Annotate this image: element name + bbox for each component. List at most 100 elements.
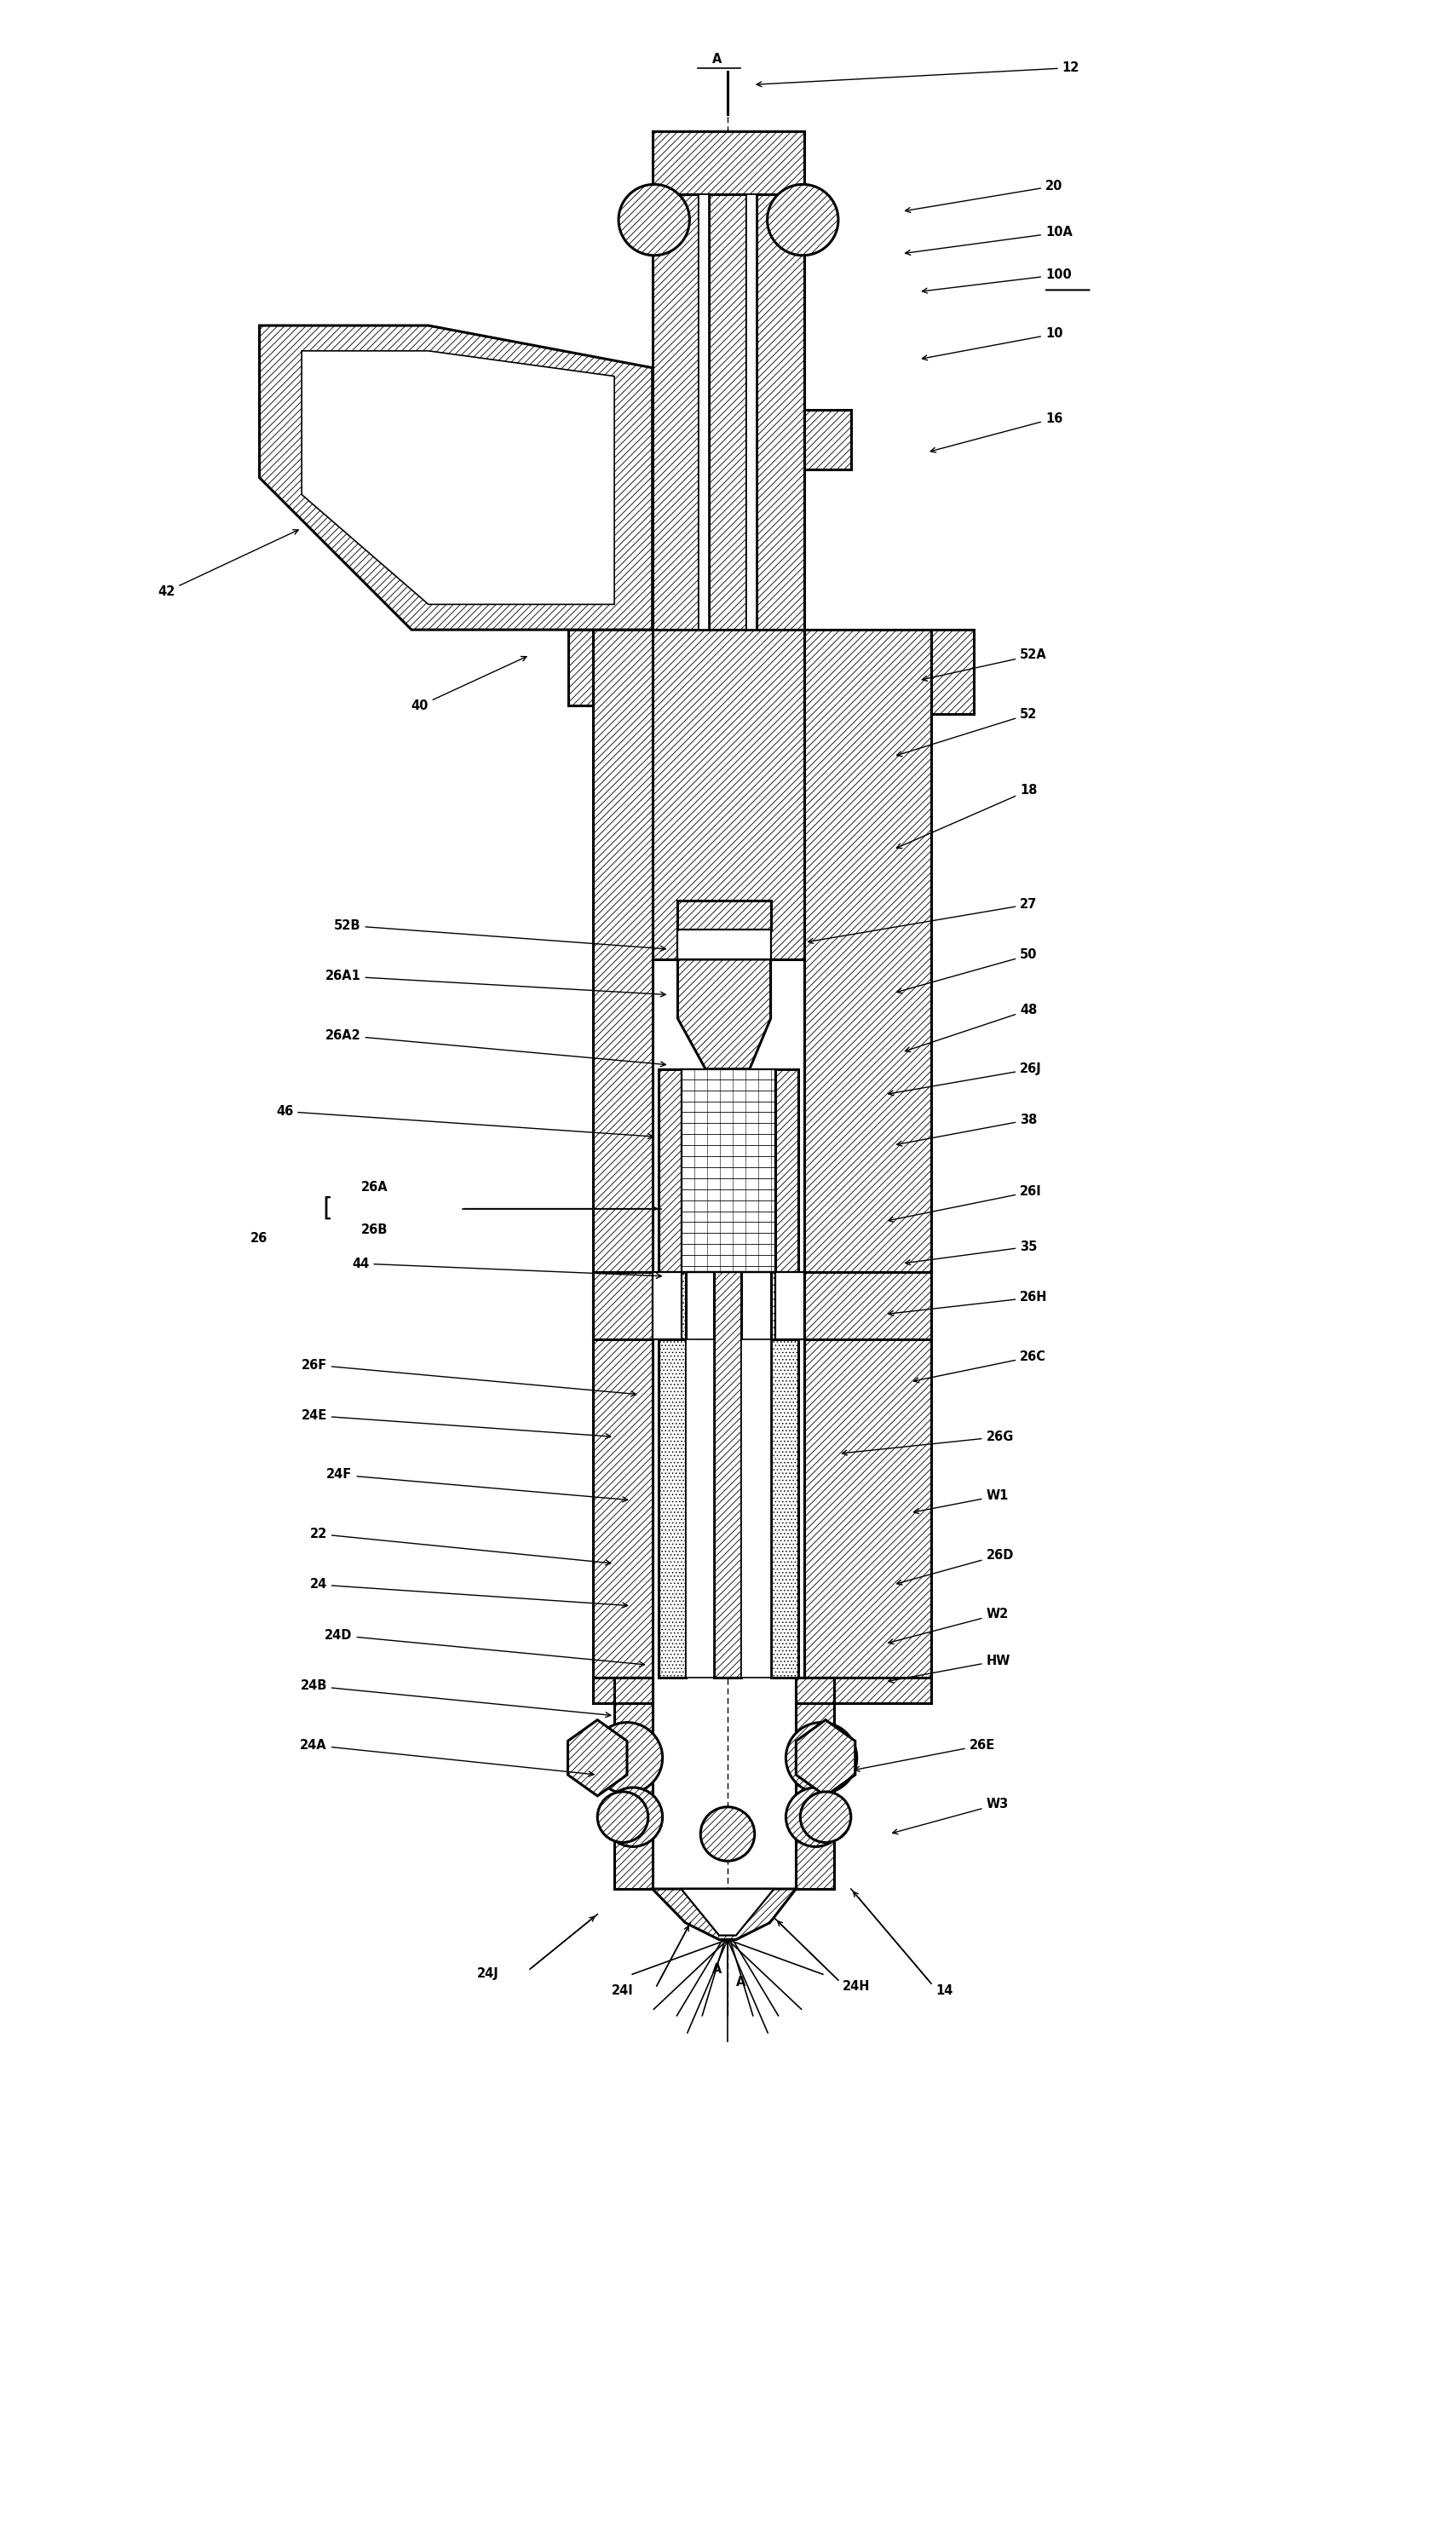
Text: 26E: 26E bbox=[855, 1738, 994, 1771]
Text: 44: 44 bbox=[352, 1256, 661, 1279]
Polygon shape bbox=[796, 1720, 855, 1796]
Text: 26F: 26F bbox=[301, 1358, 636, 1396]
Text: 52B: 52B bbox=[333, 919, 665, 950]
Polygon shape bbox=[614, 1677, 652, 1890]
Polygon shape bbox=[686, 1340, 713, 1677]
Polygon shape bbox=[652, 195, 699, 631]
Text: 26A1: 26A1 bbox=[325, 970, 665, 998]
Polygon shape bbox=[652, 631, 805, 960]
Polygon shape bbox=[770, 1272, 798, 1340]
Polygon shape bbox=[593, 1272, 652, 1340]
Text: 16: 16 bbox=[930, 413, 1063, 453]
Polygon shape bbox=[745, 195, 756, 631]
Text: 52: 52 bbox=[897, 707, 1037, 757]
Polygon shape bbox=[796, 1677, 932, 1702]
Text: 38: 38 bbox=[897, 1115, 1037, 1145]
Text: A: A bbox=[737, 1976, 745, 1988]
Circle shape bbox=[767, 185, 839, 256]
Polygon shape bbox=[932, 631, 974, 714]
Polygon shape bbox=[706, 1069, 750, 1170]
Circle shape bbox=[603, 1788, 662, 1847]
Text: A: A bbox=[712, 53, 722, 66]
Text: 24: 24 bbox=[310, 1578, 628, 1608]
Text: HW: HW bbox=[888, 1654, 1010, 1682]
Polygon shape bbox=[709, 195, 745, 960]
Polygon shape bbox=[568, 631, 593, 707]
Polygon shape bbox=[568, 1720, 628, 1796]
Text: 12: 12 bbox=[757, 61, 1079, 86]
Polygon shape bbox=[658, 1272, 686, 1340]
Text: 48: 48 bbox=[906, 1003, 1037, 1051]
Text: 42: 42 bbox=[157, 529, 298, 598]
Text: 100: 100 bbox=[922, 268, 1072, 294]
Text: 24A: 24A bbox=[300, 1738, 594, 1776]
Text: W3: W3 bbox=[893, 1798, 1009, 1834]
Circle shape bbox=[619, 185, 690, 256]
Text: 10A: 10A bbox=[906, 225, 1073, 256]
Polygon shape bbox=[805, 410, 850, 469]
Text: 24I: 24I bbox=[612, 1983, 633, 1996]
Text: 24E: 24E bbox=[301, 1408, 610, 1439]
Text: 24B: 24B bbox=[300, 1679, 610, 1717]
Polygon shape bbox=[652, 1272, 681, 1340]
Polygon shape bbox=[756, 195, 805, 631]
Text: 26D: 26D bbox=[897, 1548, 1013, 1586]
Polygon shape bbox=[699, 195, 709, 631]
Polygon shape bbox=[770, 1340, 798, 1677]
Polygon shape bbox=[713, 1170, 741, 1677]
Text: 26J: 26J bbox=[888, 1064, 1042, 1094]
Polygon shape bbox=[796, 1677, 834, 1702]
Polygon shape bbox=[677, 960, 770, 1069]
Text: 20: 20 bbox=[906, 180, 1063, 213]
Polygon shape bbox=[681, 1069, 775, 1272]
Polygon shape bbox=[658, 1069, 681, 1272]
Text: 24D: 24D bbox=[325, 1629, 645, 1667]
Polygon shape bbox=[301, 352, 614, 605]
Polygon shape bbox=[805, 631, 932, 1677]
Polygon shape bbox=[775, 1069, 798, 1272]
Text: 26H: 26H bbox=[888, 1292, 1048, 1315]
Polygon shape bbox=[652, 1890, 796, 1940]
Text: 22: 22 bbox=[310, 1527, 610, 1565]
Text: 24J: 24J bbox=[476, 1968, 498, 1981]
Polygon shape bbox=[652, 132, 805, 195]
Text: A: A bbox=[712, 1963, 722, 1976]
Polygon shape bbox=[775, 1272, 805, 1340]
Circle shape bbox=[591, 1722, 662, 1793]
Text: [: [ bbox=[322, 1196, 332, 1221]
Text: 26: 26 bbox=[250, 1231, 268, 1244]
Circle shape bbox=[786, 1788, 844, 1847]
Text: W1: W1 bbox=[914, 1489, 1009, 1515]
Text: 26C: 26C bbox=[914, 1350, 1047, 1383]
Polygon shape bbox=[614, 1677, 652, 1702]
Polygon shape bbox=[805, 1272, 932, 1340]
Circle shape bbox=[700, 1806, 754, 1862]
Polygon shape bbox=[593, 1677, 652, 1702]
Text: 50: 50 bbox=[897, 950, 1038, 993]
Text: 26I: 26I bbox=[888, 1185, 1042, 1221]
Text: 26A2: 26A2 bbox=[325, 1028, 665, 1066]
Text: 26G: 26G bbox=[842, 1431, 1013, 1456]
Circle shape bbox=[597, 1791, 648, 1841]
Polygon shape bbox=[658, 1340, 686, 1677]
Text: 35: 35 bbox=[906, 1241, 1037, 1264]
Text: 46: 46 bbox=[277, 1104, 652, 1140]
Polygon shape bbox=[593, 631, 652, 1677]
Text: 52A: 52A bbox=[922, 648, 1047, 681]
Text: 24H: 24H bbox=[843, 1981, 871, 1993]
Text: 26B: 26B bbox=[361, 1223, 387, 1236]
Text: 26A: 26A bbox=[361, 1180, 387, 1193]
Polygon shape bbox=[681, 1890, 775, 1935]
Text: 18: 18 bbox=[897, 783, 1038, 849]
Text: W2: W2 bbox=[888, 1608, 1009, 1644]
Text: 14: 14 bbox=[935, 1983, 952, 1996]
Polygon shape bbox=[796, 1677, 834, 1890]
Text: 10: 10 bbox=[922, 327, 1063, 360]
Polygon shape bbox=[741, 1340, 770, 1677]
Text: 24F: 24F bbox=[326, 1469, 628, 1502]
Polygon shape bbox=[259, 327, 652, 631]
Polygon shape bbox=[677, 930, 770, 960]
Text: 27: 27 bbox=[808, 899, 1037, 942]
Circle shape bbox=[801, 1791, 850, 1841]
Text: 40: 40 bbox=[411, 656, 527, 712]
